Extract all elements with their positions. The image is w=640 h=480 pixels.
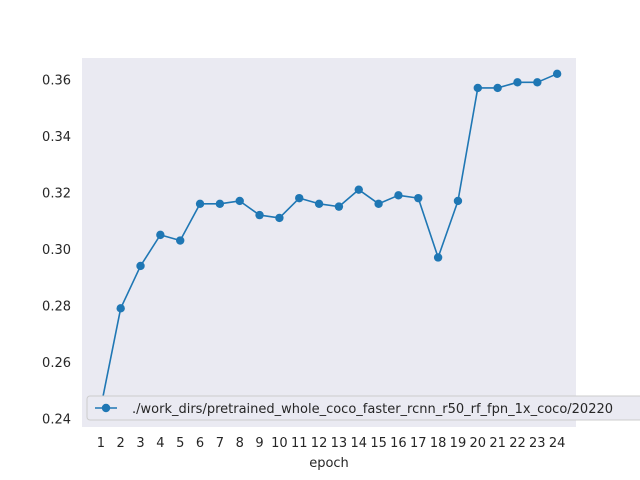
x-tick-label: 22 bbox=[509, 436, 526, 451]
legend-label: ./work_dirs/pretrained_whole_coco_faster… bbox=[132, 402, 613, 417]
x-tick-label: 13 bbox=[331, 436, 348, 451]
data-point bbox=[453, 196, 463, 206]
x-tick-label: 23 bbox=[529, 436, 546, 451]
data-point bbox=[473, 83, 482, 93]
data-point bbox=[433, 253, 443, 262]
data-point bbox=[513, 78, 522, 87]
data-point bbox=[235, 196, 244, 206]
x-tick-label: 9 bbox=[255, 436, 263, 451]
x-axis-label: epoch bbox=[309, 456, 349, 471]
x-tick-label: 17 bbox=[410, 436, 427, 451]
x-tick-label: 12 bbox=[311, 436, 328, 451]
legend-box bbox=[86, 395, 640, 421]
x-tick-label: 21 bbox=[489, 436, 506, 451]
data-point bbox=[136, 261, 145, 271]
data-point bbox=[374, 199, 383, 208]
x-tick-label: 1 bbox=[97, 436, 105, 451]
x-tick-label: 16 bbox=[390, 436, 407, 451]
y-tick-label: 0.24 bbox=[42, 413, 71, 428]
x-tick-label: 3 bbox=[136, 436, 144, 451]
x-tick-label: 20 bbox=[470, 436, 487, 451]
data-point bbox=[215, 199, 225, 208]
x-axis-ticks: 1 2 3 4 5 6 7 8 9 10 11 12 13 14 15 16 17 18 19 20 21 22 23 24 bbox=[97, 436, 566, 451]
x-tick-label: 10 bbox=[271, 436, 288, 451]
x-tick-label: 11 bbox=[291, 436, 308, 451]
data-point bbox=[156, 230, 165, 240]
x-tick-label: 19 bbox=[450, 436, 467, 451]
y-tick-label: 0.32 bbox=[42, 186, 71, 201]
legend: ./work_dirs/pretrained_whole_coco_faster… bbox=[86, 395, 640, 421]
data-point bbox=[176, 236, 185, 245]
data-point bbox=[295, 193, 304, 203]
data-point bbox=[354, 185, 363, 194]
y-tick-label: 0.30 bbox=[42, 243, 71, 258]
data-point bbox=[116, 304, 125, 313]
data-point bbox=[195, 199, 205, 208]
x-tick-label: 4 bbox=[156, 436, 164, 451]
y-tick-label: 0.34 bbox=[42, 130, 71, 145]
y-axis-ticks: 0.24 0.26 0.28 0.30 0.32 0.34 0.36 bbox=[42, 73, 71, 427]
x-tick-label: 2 bbox=[117, 436, 125, 451]
data-point bbox=[552, 69, 562, 79]
x-tick-label: 15 bbox=[370, 436, 387, 451]
data-point bbox=[493, 83, 502, 93]
data-point bbox=[275, 213, 284, 223]
data-point bbox=[533, 78, 542, 87]
x-tick-label: 24 bbox=[549, 436, 566, 451]
data-point bbox=[255, 210, 264, 220]
data-point bbox=[334, 202, 344, 211]
data-point bbox=[314, 199, 324, 208]
x-tick-label: 8 bbox=[236, 436, 244, 451]
y-tick-label: 0.28 bbox=[42, 300, 71, 315]
y-tick-label: 0.36 bbox=[42, 73, 71, 88]
legend-point-marker bbox=[101, 403, 111, 413]
y-tick-label: 0.26 bbox=[42, 356, 71, 371]
x-tick-label: 18 bbox=[430, 436, 447, 451]
x-tick-label: 7 bbox=[216, 436, 224, 451]
x-tick-label: 5 bbox=[176, 436, 184, 451]
x-tick-label: 14 bbox=[350, 436, 367, 451]
x-tick-label: 6 bbox=[196, 436, 204, 451]
data-point bbox=[394, 191, 403, 200]
plot-area bbox=[82, 58, 576, 427]
data-point bbox=[414, 193, 423, 203]
